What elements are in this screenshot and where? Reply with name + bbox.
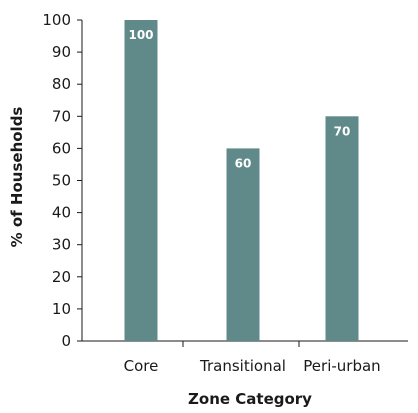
y-tick-label: 70	[52, 107, 71, 125]
bars: 100 60 70	[124, 20, 359, 341]
y-tick-label: 80	[52, 75, 71, 93]
y-tick-label: 50	[52, 172, 71, 190]
bar-data-label: 60	[235, 156, 252, 170]
x-axis-title: Zone Category	[188, 390, 312, 408]
y-axis: 0 10 20 30 40 50 60 70 80 90 100	[42, 11, 83, 350]
y-axis-title: % of Households	[8, 107, 26, 248]
bar	[124, 20, 158, 341]
y-tick-label: 10	[52, 300, 71, 318]
y-tick-label: 20	[52, 268, 71, 286]
bar-data-label: 70	[334, 124, 351, 138]
y-tick-label: 30	[52, 236, 71, 254]
y-tick-label: 90	[52, 43, 71, 61]
bar-data-label: 100	[128, 28, 153, 42]
bar	[226, 148, 260, 341]
x-axis: Core Transitional Peri-urban	[82, 340, 408, 375]
x-category-label: Peri-urban	[303, 357, 380, 375]
y-tick-label: 100	[42, 11, 71, 29]
y-tick-label: 0	[61, 332, 71, 350]
bar	[325, 116, 359, 341]
y-tick-label: 40	[52, 204, 71, 222]
x-category-label: Core	[124, 357, 159, 375]
x-category-label: Transitional	[199, 357, 286, 375]
y-tick-label: 60	[52, 139, 71, 157]
